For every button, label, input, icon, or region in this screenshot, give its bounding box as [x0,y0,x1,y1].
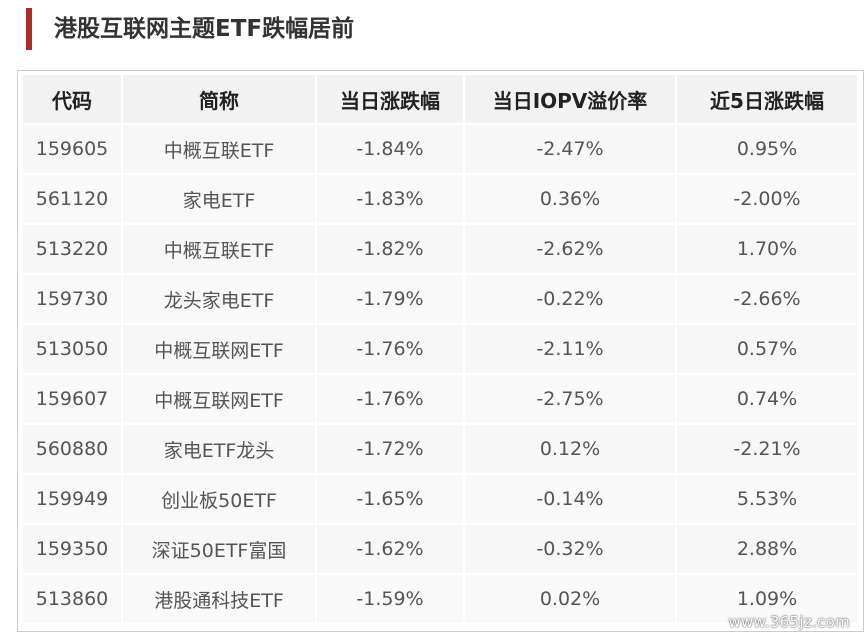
cell-iopv-premium: -0.32% [465,525,677,575]
table-row: 561120 家电ETF -1.83% 0.36% -2.00% [23,175,857,225]
cell-name: 龙头家电ETF [123,275,317,325]
cell-daily-change: -1.65% [317,475,465,525]
cell-name: 深证50ETF富国 [123,525,317,575]
cell-name: 家电ETF [123,175,317,225]
cell-iopv-premium: -2.47% [465,125,677,175]
cell-iopv-premium: -0.22% [465,275,677,325]
cell-5day-change: 1.09% [677,575,857,625]
cell-iopv-premium: -2.62% [465,225,677,275]
cell-code: 513050 [23,325,123,375]
header-5day-change: 近5日涨跌幅 [677,75,857,125]
cell-daily-change: -1.82% [317,225,465,275]
cell-iopv-premium: 0.12% [465,425,677,475]
cell-name: 中概互联ETF [123,225,317,275]
etf-table-container: 代码 简称 当日涨跌幅 当日IOPV溢价率 近5日涨跌幅 159605 中概互联… [17,70,864,632]
cell-daily-change: -1.84% [317,125,465,175]
cell-daily-change: -1.83% [317,175,465,225]
cell-name: 创业板50ETF [123,475,317,525]
cell-code: 159949 [23,475,123,525]
cell-5day-change: 0.57% [677,325,857,375]
table-row: 513220 中概互联ETF -1.82% -2.62% 1.70% [23,225,857,275]
cell-daily-change: -1.76% [317,375,465,425]
cell-5day-change: -2.00% [677,175,857,225]
cell-code: 513220 [23,225,123,275]
page-title: 港股互联网主题ETF跌幅居前 [54,16,355,42]
watermark: www.365jz.com [728,613,850,631]
cell-code: 561120 [23,175,123,225]
table-header-row: 代码 简称 当日涨跌幅 当日IOPV溢价率 近5日涨跌幅 [23,75,857,125]
table-row: 159350 深证50ETF富国 -1.62% -0.32% 2.88% [23,525,857,575]
cell-name: 港股通科技ETF [123,575,317,625]
title-accent-bar [26,8,32,50]
cell-5day-change: 2.88% [677,525,857,575]
cell-code: 159607 [23,375,123,425]
etf-table: 代码 简称 当日涨跌幅 当日IOPV溢价率 近5日涨跌幅 159605 中概互联… [23,75,857,625]
table-row: 159605 中概互联ETF -1.84% -2.47% 0.95% [23,125,857,175]
cell-code: 513860 [23,575,123,625]
table-row: 159949 创业板50ETF -1.65% -0.14% 5.53% [23,475,857,525]
cell-daily-change: -1.59% [317,575,465,625]
table-row: 513050 中概互联网ETF -1.76% -2.11% 0.57% [23,325,857,375]
cell-5day-change: 5.53% [677,475,857,525]
cell-name: 中概互联网ETF [123,325,317,375]
cell-iopv-premium: -2.75% [465,375,677,425]
table-row: 513860 港股通科技ETF -1.59% 0.02% 1.09% [23,575,857,625]
cell-iopv-premium: 0.02% [465,575,677,625]
table-row: 560880 家电ETF龙头 -1.72% 0.12% -2.21% [23,425,857,475]
cell-iopv-premium: 0.36% [465,175,677,225]
cell-5day-change: 0.95% [677,125,857,175]
cell-daily-change: -1.76% [317,325,465,375]
cell-daily-change: -1.79% [317,275,465,325]
cell-code: 159605 [23,125,123,175]
header-code: 代码 [23,75,123,125]
cell-code: 560880 [23,425,123,475]
table-row: 159607 中概互联网ETF -1.76% -2.75% 0.74% [23,375,857,425]
cell-5day-change: -2.66% [677,275,857,325]
header-daily-change: 当日涨跌幅 [317,75,465,125]
cell-5day-change: 0.74% [677,375,857,425]
cell-code: 159730 [23,275,123,325]
cell-name: 中概互联ETF [123,125,317,175]
header-iopv-premium: 当日IOPV溢价率 [465,75,677,125]
cell-daily-change: -1.72% [317,425,465,475]
header-name: 简称 [123,75,317,125]
cell-name: 家电ETF龙头 [123,425,317,475]
cell-iopv-premium: -0.14% [465,475,677,525]
cell-5day-change: -2.21% [677,425,857,475]
cell-name: 中概互联网ETF [123,375,317,425]
cell-5day-change: 1.70% [677,225,857,275]
cell-daily-change: -1.62% [317,525,465,575]
cell-iopv-premium: -2.11% [465,325,677,375]
cell-code: 159350 [23,525,123,575]
table-row: 159730 龙头家电ETF -1.79% -0.22% -2.66% [23,275,857,325]
